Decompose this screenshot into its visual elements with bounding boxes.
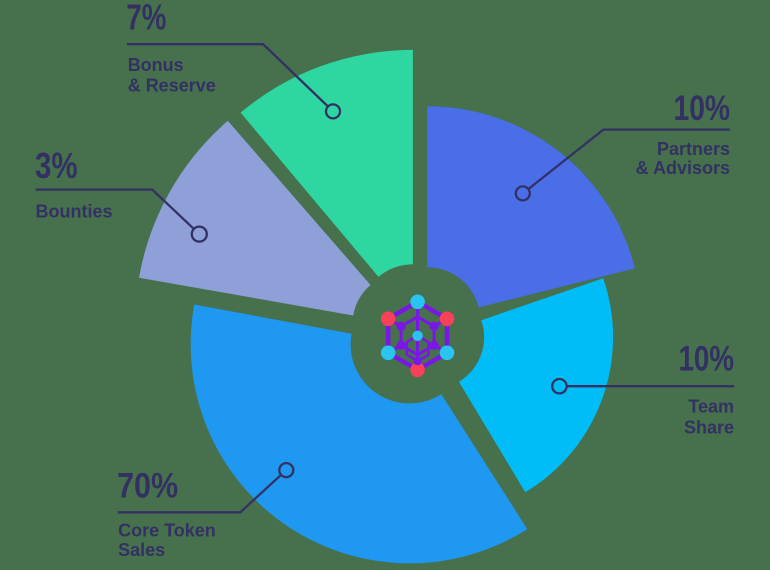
svg-text:70%: 70% [117, 467, 178, 506]
svg-text:Bonus: Bonus [128, 55, 184, 75]
svg-text:& Advisors: & Advisors [636, 158, 730, 178]
svg-text:3%: 3% [35, 145, 78, 186]
svg-text:10%: 10% [679, 339, 735, 378]
svg-text:Bounties: Bounties [36, 202, 113, 222]
svg-text:Team: Team [688, 397, 734, 417]
svg-text:7%: 7% [126, 0, 166, 38]
svg-text:Share: Share [684, 417, 734, 437]
svg-text:Core Token: Core Token [118, 521, 216, 541]
svg-text:Partners: Partners [657, 139, 730, 159]
svg-text:Sales: Sales [118, 540, 165, 560]
svg-text:& Reserve: & Reserve [128, 75, 216, 95]
svg-text:10%: 10% [674, 89, 731, 128]
